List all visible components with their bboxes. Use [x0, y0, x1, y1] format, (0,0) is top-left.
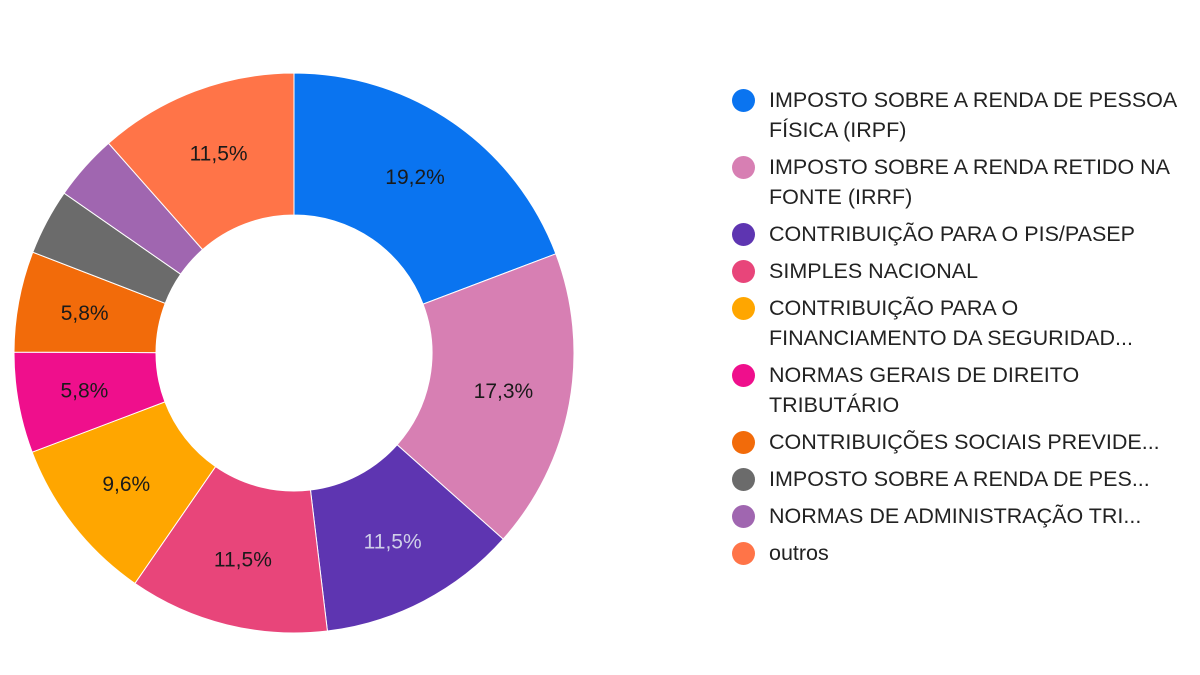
- legend-label-1: IMPOSTO SOBRE A RENDA RETIDO NA FONTE (I…: [769, 155, 1169, 209]
- chart-legend: IMPOSTO SOBRE A RENDA DE PESSOA FÍSICA (…: [732, 85, 1192, 575]
- legend-item-6[interactable]: CONTRIBUIÇÕES SOCIAIS PREVIDE...: [732, 427, 1192, 457]
- legend-item-0[interactable]: IMPOSTO SOBRE A RENDA DE PESSOA FÍSICA (…: [732, 85, 1192, 145]
- slice-value-label-4: 9,6%: [102, 473, 150, 496]
- legend-swatch-3: [732, 260, 755, 283]
- slice-value-label-1: 17,3%: [474, 380, 534, 403]
- legend-item-3[interactable]: SIMPLES NACIONAL: [732, 256, 1192, 286]
- legend-item-7[interactable]: IMPOSTO SOBRE A RENDA DE PES...: [732, 464, 1192, 494]
- legend-label-5: NORMAS GERAIS DE DIREITO TRIBUTÁRIO: [769, 363, 1080, 417]
- legend-swatch-7: [732, 468, 755, 491]
- legend-swatch-2: [732, 223, 755, 246]
- legend-label-4: CONTRIBUIÇÃO PARA O FINANCIAMENTO DA SEG…: [769, 296, 1133, 350]
- slice-value-label-5: 5,8%: [60, 380, 108, 403]
- legend-label-2: CONTRIBUIÇÃO PARA O PIS/PASEP: [769, 222, 1135, 246]
- legend-item-5[interactable]: NORMAS GERAIS DE DIREITO TRIBUTÁRIO: [732, 360, 1192, 420]
- legend-swatch-6: [732, 431, 755, 454]
- slice-value-label-6: 5,8%: [61, 302, 109, 325]
- legend-label-8: NORMAS DE ADMINISTRAÇÃO TRI...: [769, 504, 1142, 528]
- legend-item-9[interactable]: outros: [732, 538, 1192, 568]
- pie-slice-1[interactable]: [396, 253, 575, 540]
- pie-slice-9[interactable]: [107, 72, 295, 251]
- legend-label-6: CONTRIBUIÇÕES SOCIAIS PREVIDE...: [769, 430, 1160, 454]
- legend-label-9: outros: [769, 541, 829, 565]
- legend-label-0: IMPOSTO SOBRE A RENDA DE PESSOA FÍSICA (…: [769, 88, 1177, 142]
- slice-value-label-0: 19,2%: [385, 166, 445, 189]
- donut-svg: 19,2% 17,3% 11,5% 11,5% 9,6% 5,8% 5,8% 11,5%: [13, 72, 575, 634]
- legend-swatch-8: [732, 505, 755, 528]
- legend-item-2[interactable]: CONTRIBUIÇÃO PARA O PIS/PASEP: [732, 219, 1192, 249]
- legend-item-1[interactable]: IMPOSTO SOBRE A RENDA RETIDO NA FONTE (I…: [732, 152, 1192, 212]
- slice-value-label-9: 11,5%: [190, 142, 248, 165]
- legend-item-4[interactable]: CONTRIBUIÇÃO PARA O FINANCIAMENTO DA SEG…: [732, 293, 1192, 353]
- legend-swatch-1: [732, 156, 755, 179]
- legend-label-3: SIMPLES NACIONAL: [769, 259, 979, 283]
- legend-swatch-5: [732, 364, 755, 387]
- slice-value-label-3: 11,5%: [214, 548, 272, 571]
- legend-label-7: IMPOSTO SOBRE A RENDA DE PES...: [769, 467, 1150, 491]
- legend-swatch-9: [732, 542, 755, 565]
- legend-swatch-0: [732, 89, 755, 112]
- legend-item-8[interactable]: NORMAS DE ADMINISTRAÇÃO TRI...: [732, 501, 1192, 531]
- slice-value-label-2: 11,5%: [364, 530, 422, 553]
- pie-slice-0[interactable]: [293, 72, 557, 305]
- legend-swatch-4: [732, 297, 755, 320]
